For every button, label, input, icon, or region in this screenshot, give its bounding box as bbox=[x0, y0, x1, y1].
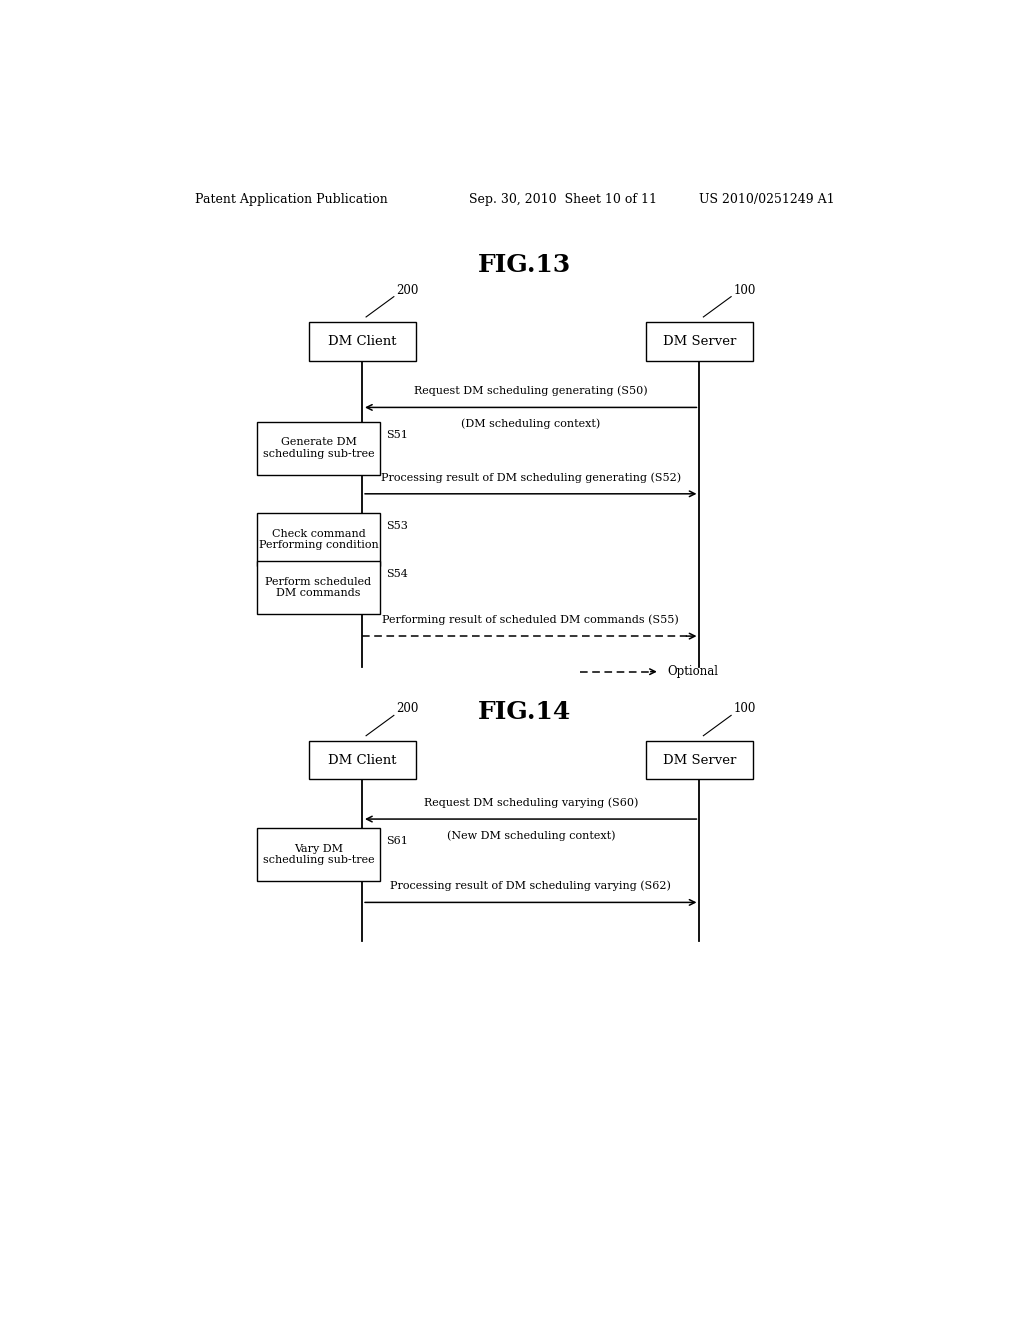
Text: S54: S54 bbox=[386, 569, 409, 579]
Text: DM Client: DM Client bbox=[328, 754, 396, 767]
Text: (DM scheduling context): (DM scheduling context) bbox=[461, 418, 600, 429]
Text: Check command
Performing condition: Check command Performing condition bbox=[259, 529, 378, 550]
Text: Request DM scheduling varying (S60): Request DM scheduling varying (S60) bbox=[424, 797, 638, 808]
Text: Patent Application Publication: Patent Application Publication bbox=[196, 193, 388, 206]
Text: 100: 100 bbox=[733, 284, 756, 297]
Text: 200: 200 bbox=[396, 284, 419, 297]
Text: Generate DM
scheduling sub-tree: Generate DM scheduling sub-tree bbox=[262, 437, 375, 459]
Text: S61: S61 bbox=[386, 837, 409, 846]
Text: Performing result of scheduled DM commands (S55): Performing result of scheduled DM comman… bbox=[382, 614, 679, 624]
Text: Perform scheduled
DM commands: Perform scheduled DM commands bbox=[265, 577, 372, 598]
Text: Optional: Optional bbox=[668, 665, 719, 678]
FancyBboxPatch shape bbox=[257, 421, 380, 474]
Text: Request DM scheduling generating (S50): Request DM scheduling generating (S50) bbox=[414, 385, 647, 396]
FancyBboxPatch shape bbox=[308, 741, 416, 779]
FancyBboxPatch shape bbox=[308, 322, 416, 360]
Text: 200: 200 bbox=[396, 702, 419, 715]
Text: Processing result of DM scheduling generating (S52): Processing result of DM scheduling gener… bbox=[381, 473, 681, 483]
Text: 100: 100 bbox=[733, 702, 756, 715]
Text: DM Client: DM Client bbox=[328, 335, 396, 348]
FancyBboxPatch shape bbox=[257, 828, 380, 880]
Text: DM Server: DM Server bbox=[663, 754, 736, 767]
Text: FIG.13: FIG.13 bbox=[478, 253, 571, 277]
Text: DM Server: DM Server bbox=[663, 335, 736, 348]
Text: S53: S53 bbox=[386, 521, 409, 531]
Text: (New DM scheduling context): (New DM scheduling context) bbox=[446, 830, 615, 841]
FancyBboxPatch shape bbox=[646, 322, 753, 360]
Text: Sep. 30, 2010  Sheet 10 of 11: Sep. 30, 2010 Sheet 10 of 11 bbox=[469, 193, 657, 206]
Text: FIG.14: FIG.14 bbox=[478, 701, 571, 725]
FancyBboxPatch shape bbox=[646, 741, 753, 779]
Text: S51: S51 bbox=[386, 430, 409, 440]
Text: Processing result of DM scheduling varying (S62): Processing result of DM scheduling varyi… bbox=[390, 880, 671, 891]
Text: US 2010/0251249 A1: US 2010/0251249 A1 bbox=[699, 193, 835, 206]
FancyBboxPatch shape bbox=[257, 561, 380, 614]
FancyBboxPatch shape bbox=[257, 513, 380, 566]
Text: Vary DM
scheduling sub-tree: Vary DM scheduling sub-tree bbox=[262, 843, 375, 866]
